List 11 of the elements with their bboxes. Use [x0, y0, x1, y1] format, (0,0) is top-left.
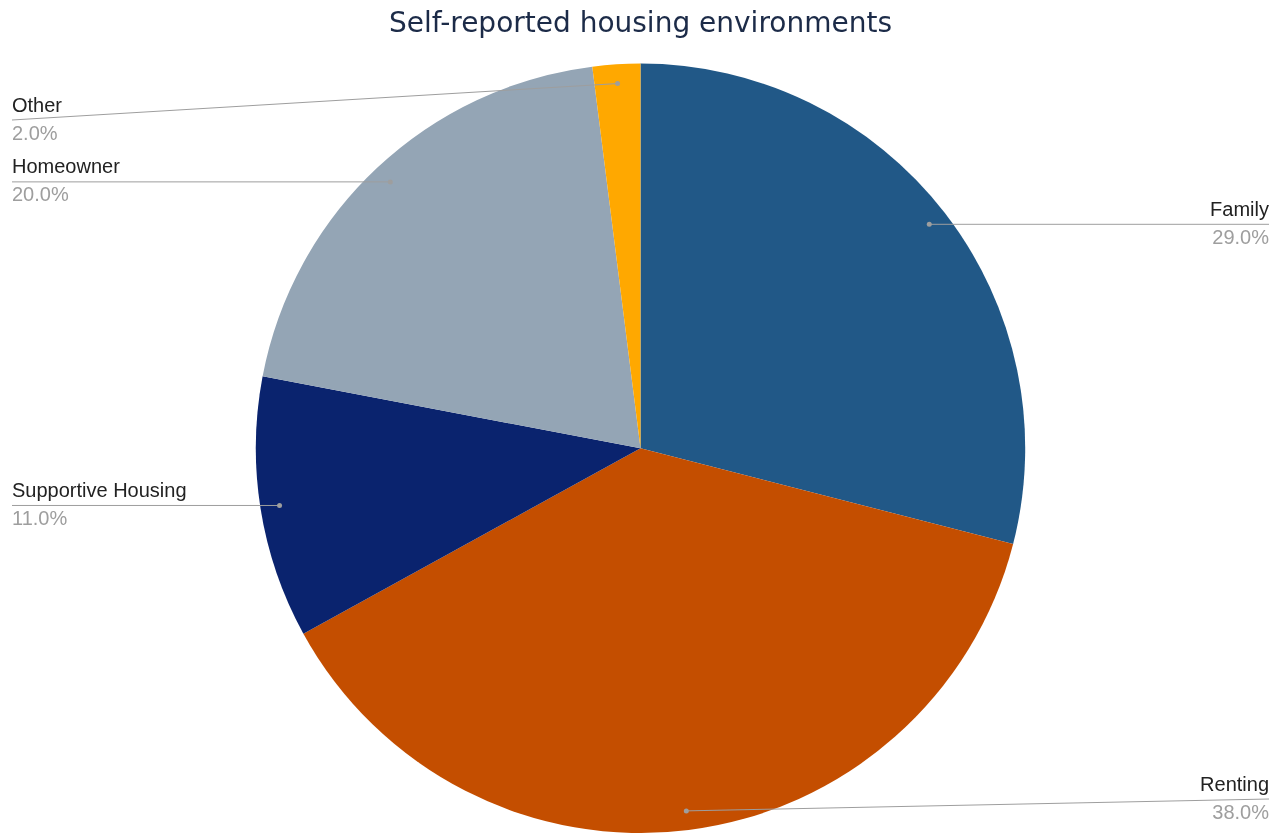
slice-label: Other	[12, 93, 63, 116]
data-label: 11.0%	[12, 506, 68, 529]
slice-label: Supportive Housing	[12, 478, 187, 501]
data-label: 2.0%	[12, 121, 58, 144]
chart-title: Self-reported housing environments	[389, 6, 892, 40]
slice-label: Renting	[1200, 772, 1269, 795]
data-label: 20.0%	[12, 183, 69, 206]
data-label: 38.0%	[1212, 800, 1270, 823]
slice-label: Homeowner	[12, 155, 121, 178]
slice-label: Family	[1210, 197, 1269, 220]
data-label: 29.0%	[1212, 225, 1270, 248]
